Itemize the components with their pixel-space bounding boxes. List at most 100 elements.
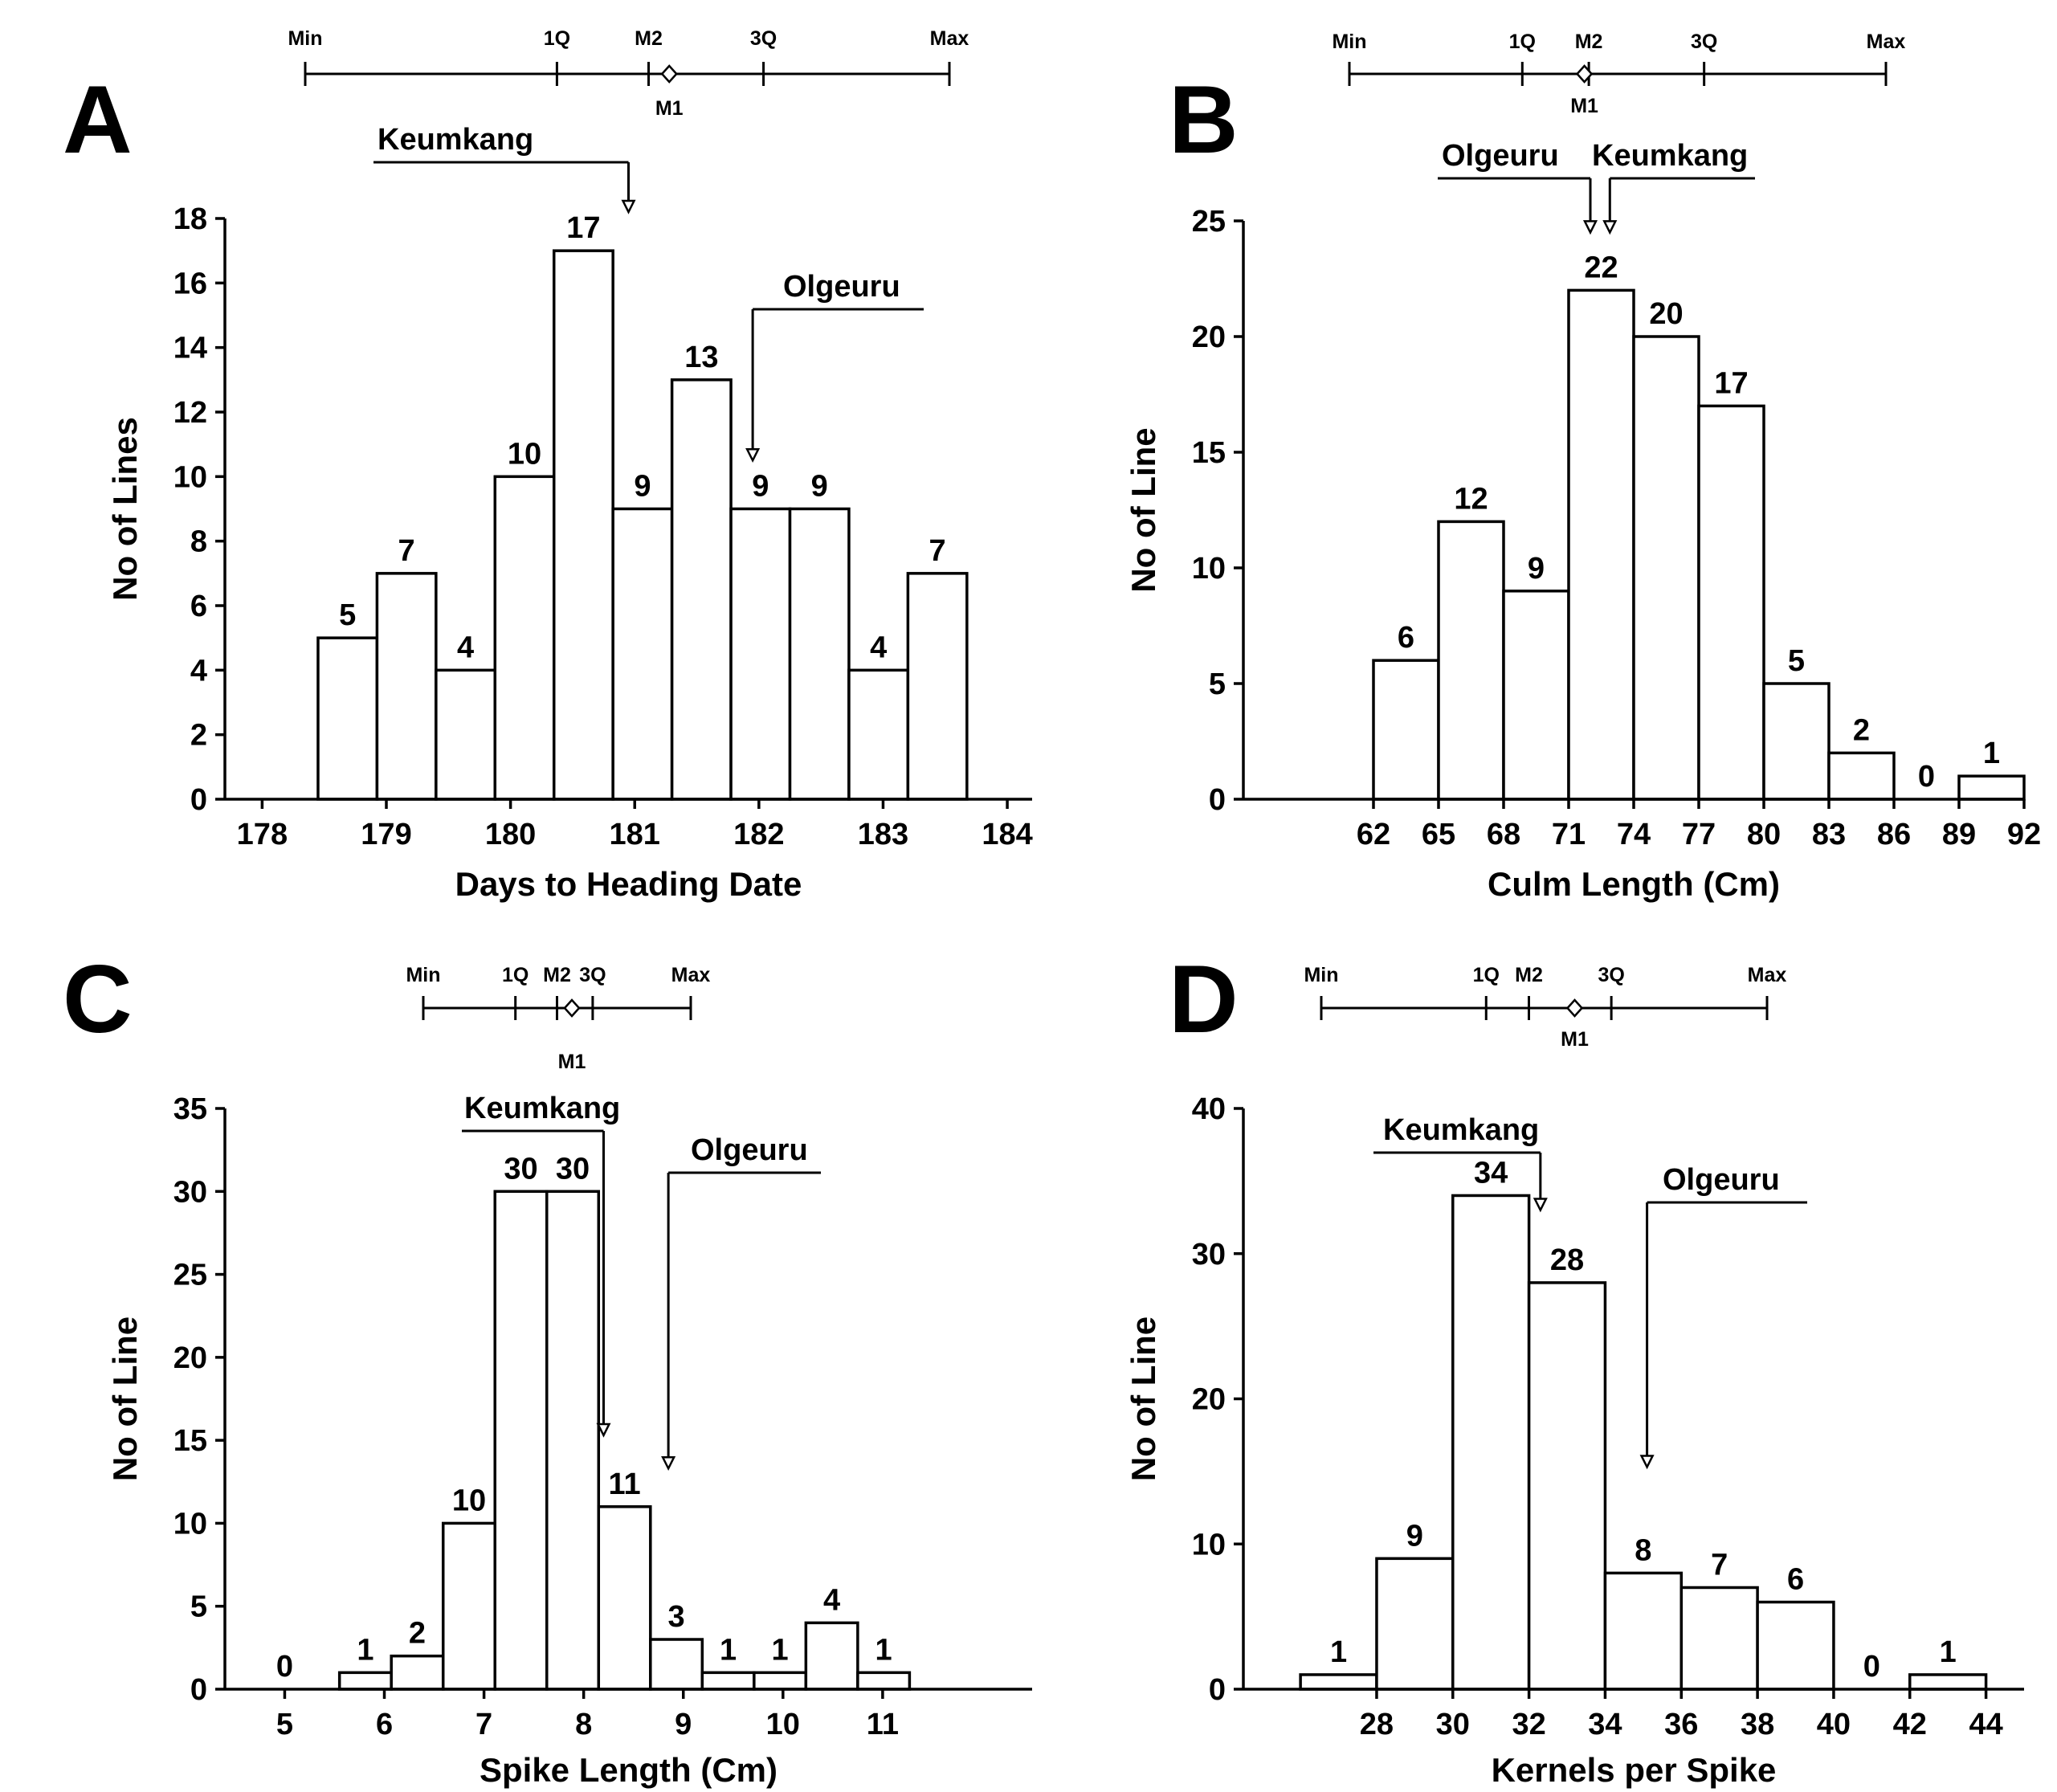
bar xyxy=(435,668,497,801)
bar xyxy=(493,475,556,801)
y-tick-label: 35 xyxy=(173,1092,207,1126)
mean-diamond xyxy=(660,64,678,84)
bar xyxy=(700,1671,756,1691)
cultivar-label: Keumkang xyxy=(1383,1113,1539,1147)
bar xyxy=(1957,774,2026,801)
bar xyxy=(1437,520,1505,801)
bar xyxy=(552,249,614,801)
x-tick-label: 65 xyxy=(1422,818,1455,851)
bar xyxy=(1372,659,1440,801)
x-tick-label: 9 xyxy=(675,1708,692,1741)
x-tick-label: 28 xyxy=(1360,1708,1394,1741)
y-axis-title: No of Lines xyxy=(106,417,144,601)
data-label: 1 xyxy=(1983,737,2000,770)
arrow-head-icon xyxy=(1582,220,1598,235)
summary-label-max: Max xyxy=(1867,31,1906,53)
bar xyxy=(441,1521,496,1691)
cultivar-label: Olgeuru xyxy=(691,1133,808,1167)
data-label: 7 xyxy=(398,534,415,568)
y-tick-label: 2 xyxy=(190,719,207,753)
data-label: 13 xyxy=(684,341,718,374)
cultivar-marker: Olgeuru xyxy=(1438,139,1598,235)
x-tick-label: 179 xyxy=(361,818,411,851)
y-tick-label: 5 xyxy=(1209,667,1226,701)
data-label: 28 xyxy=(1550,1243,1584,1277)
data-label: 9 xyxy=(1528,552,1545,586)
data-label: 5 xyxy=(1788,644,1805,678)
x-tick-label: 80 xyxy=(1747,818,1781,851)
data-label: 11 xyxy=(608,1467,640,1501)
x-tick-label: 40 xyxy=(1817,1708,1851,1741)
data-label: 2 xyxy=(1853,713,1870,747)
data-label: 10 xyxy=(508,437,541,471)
y-tick-label: 30 xyxy=(1192,1238,1226,1272)
bar xyxy=(1679,1586,1759,1691)
data-label: 5 xyxy=(339,598,356,632)
y-tick-label: 4 xyxy=(190,654,207,688)
x-tick-label: 77 xyxy=(1682,818,1716,851)
y-axis-title: No of Line xyxy=(1124,1316,1162,1481)
bar xyxy=(1632,335,1700,801)
summary-label-max: Max xyxy=(671,964,711,986)
x-tick-label: 68 xyxy=(1487,818,1520,851)
cultivar-marker: Keumkang xyxy=(1592,139,1755,235)
data-label: 6 xyxy=(1787,1563,1804,1597)
bar xyxy=(390,1654,445,1691)
y-tick-label: 0 xyxy=(1209,1673,1226,1707)
data-label: 17 xyxy=(566,211,600,245)
arrow-head-icon xyxy=(745,448,761,463)
x-tick-label: 32 xyxy=(1512,1708,1545,1741)
bar xyxy=(1299,1673,1378,1691)
bar xyxy=(847,668,910,801)
data-label: 4 xyxy=(870,631,887,664)
data-label: 4 xyxy=(457,631,474,664)
data-label: 9 xyxy=(811,470,828,504)
data-label: 9 xyxy=(752,470,769,504)
x-tick-label: 11 xyxy=(867,1708,899,1741)
x-tick-label: 8 xyxy=(575,1708,592,1741)
bar xyxy=(670,378,733,801)
bar xyxy=(1762,682,1830,801)
bar xyxy=(788,507,851,801)
data-label: 8 xyxy=(1635,1533,1651,1567)
arrow-head-icon xyxy=(661,1456,676,1472)
mean-diamond xyxy=(1575,64,1594,84)
data-label: 1 xyxy=(1330,1635,1347,1669)
summary-label-min: Min xyxy=(288,27,322,50)
y-tick-label: 6 xyxy=(190,590,207,623)
data-label: 34 xyxy=(1474,1156,1508,1190)
x-tick-label: 36 xyxy=(1664,1708,1698,1741)
x-axis-title: Spike Length (Cm) xyxy=(480,1751,777,1789)
x-tick-label: 180 xyxy=(485,818,536,851)
y-tick-label: 0 xyxy=(190,783,207,817)
x-tick-label: 183 xyxy=(858,818,908,851)
summary-boxline: Min 1Q M2 3Q Max M1 xyxy=(1304,964,1786,1051)
arrow-head-icon xyxy=(1639,1455,1655,1470)
x-tick-label: 182 xyxy=(733,818,784,851)
x-tick-label: 89 xyxy=(1942,818,1976,851)
mean-diamond xyxy=(1565,998,1584,1018)
data-label: 1 xyxy=(875,1633,892,1667)
bar xyxy=(1567,288,1635,801)
bar xyxy=(1451,1194,1531,1691)
bar xyxy=(804,1621,859,1691)
cultivar-marker: Olgeuru xyxy=(661,1133,821,1472)
data-label: 22 xyxy=(1584,251,1618,284)
bar xyxy=(649,1638,704,1691)
summary-label-q1: 1Q xyxy=(502,964,529,986)
y-tick-label: 20 xyxy=(1192,1383,1226,1417)
summary-label-q1: 1Q xyxy=(544,27,570,50)
bar xyxy=(1827,751,1896,801)
y-tick-label: 20 xyxy=(1192,320,1226,354)
y-axis-title: No of Line xyxy=(1124,427,1162,592)
bar xyxy=(1697,404,1765,801)
summary-label-m2: M2 xyxy=(1515,964,1543,986)
summary-label-q1: 1Q xyxy=(1509,31,1536,53)
cultivar-marker: Keumkang xyxy=(1373,1113,1548,1213)
cultivar-label: Olgeuru xyxy=(1663,1163,1780,1197)
data-label: 4 xyxy=(823,1583,840,1617)
